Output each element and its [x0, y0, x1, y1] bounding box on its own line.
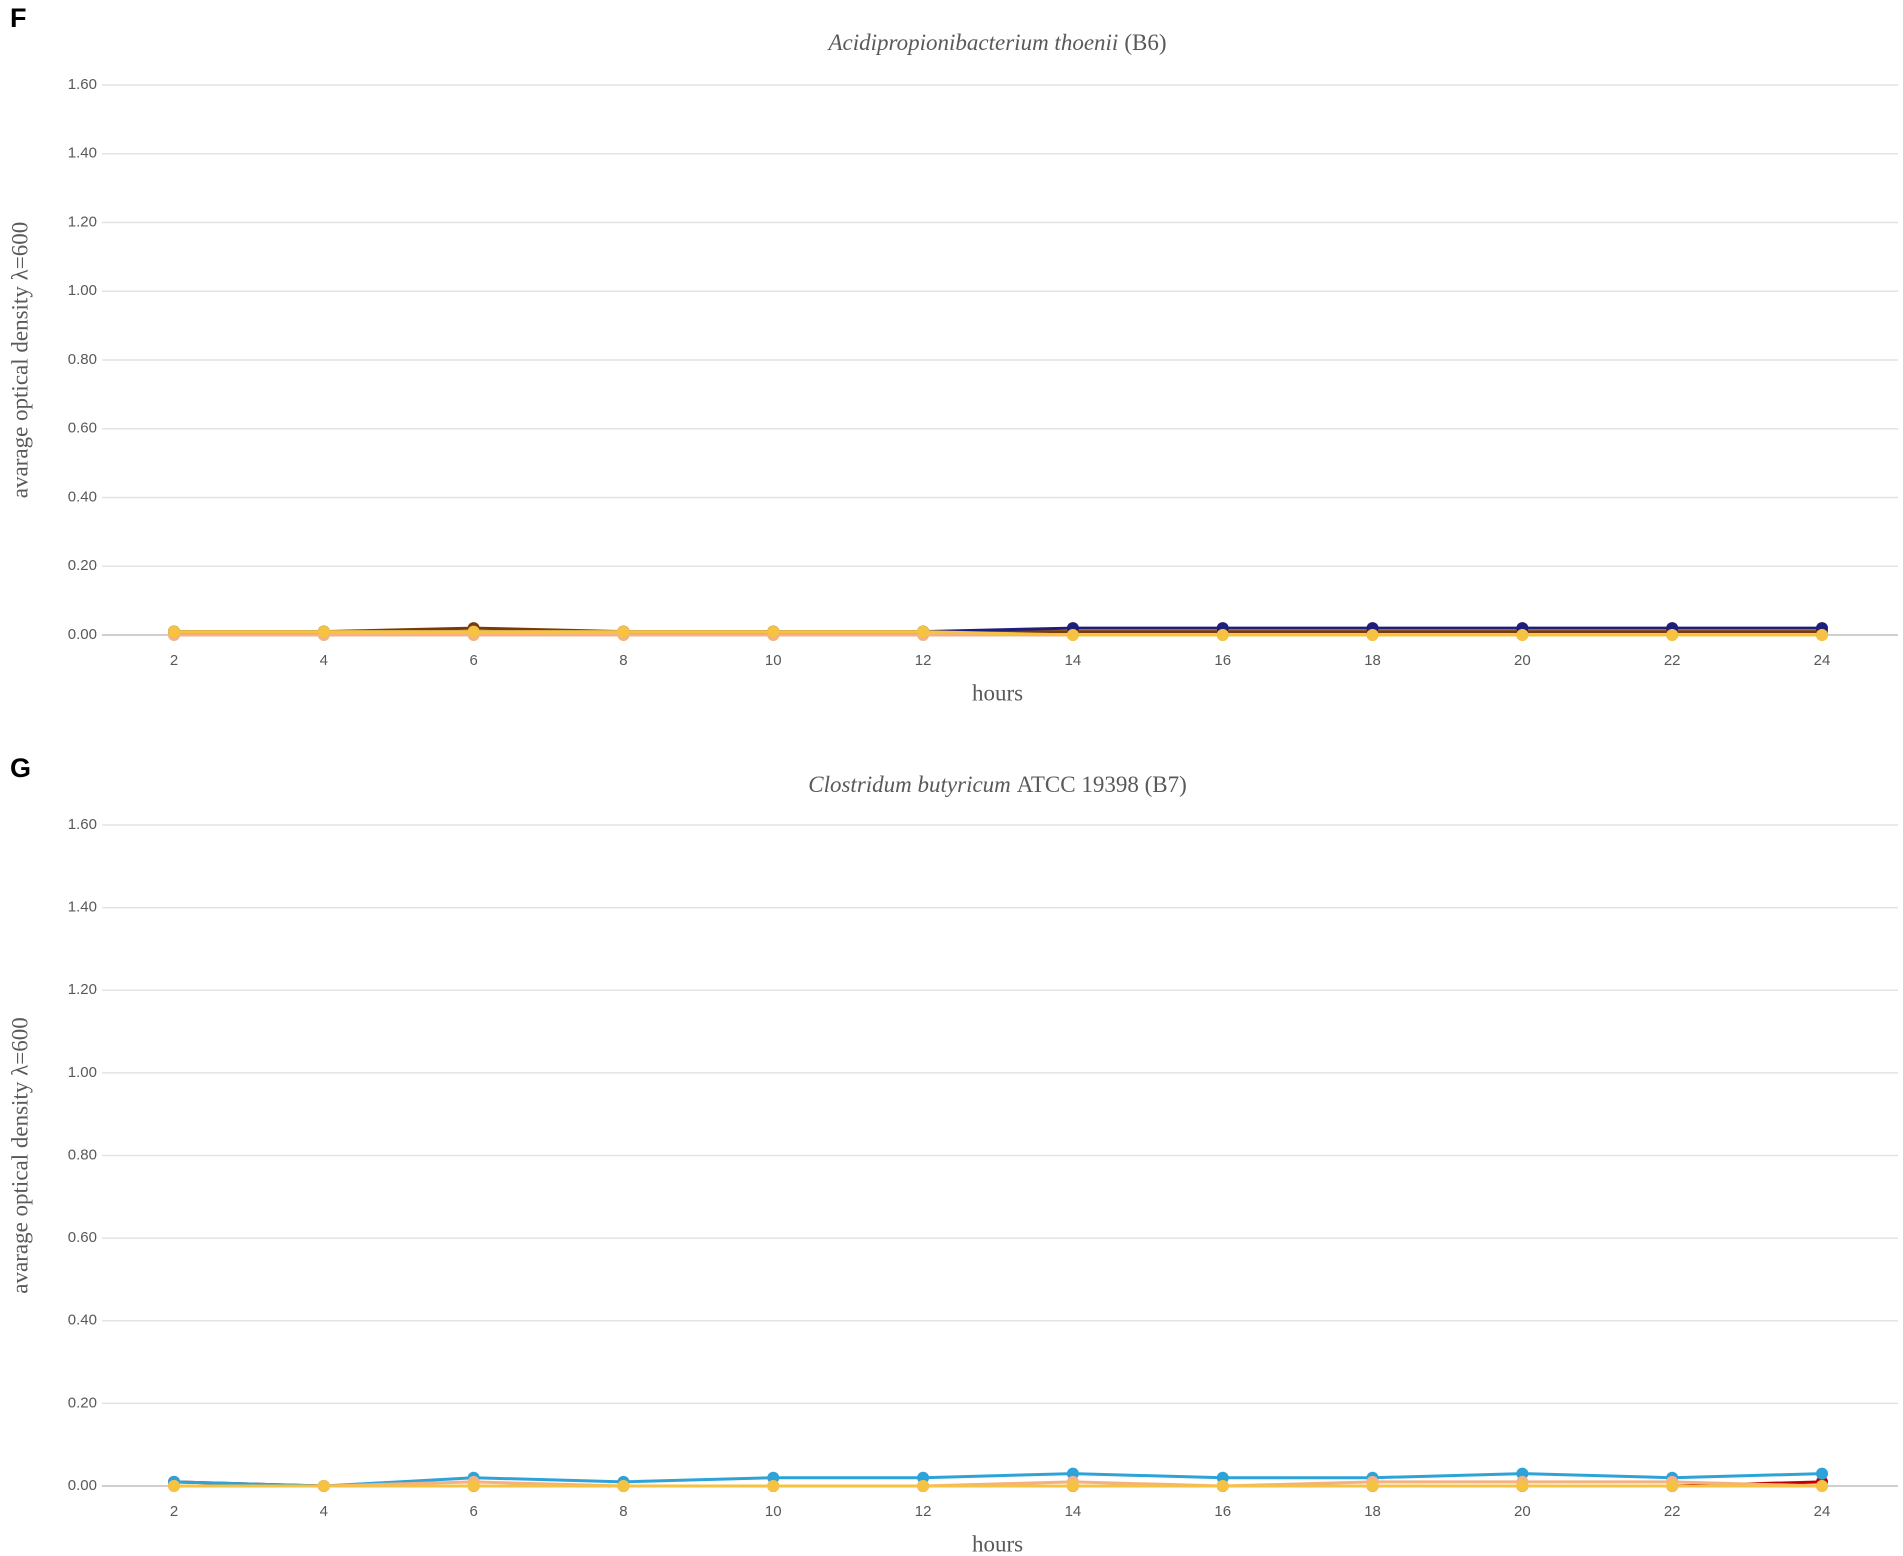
x-tick-label: 16 [1214, 652, 1231, 669]
x-tick-label: 6 [469, 1503, 477, 1520]
x-tick-label: 16 [1214, 1503, 1231, 1520]
x-tick-label: 18 [1364, 1503, 1381, 1520]
y-tick-label: 0.20 [68, 557, 97, 574]
x-tick-label: 4 [320, 1503, 328, 1520]
title-species: Acidipropionibacterium thoenii [827, 30, 1119, 55]
x-tick-label: 14 [1065, 1503, 1082, 1520]
y-tick-label: 1.40 [68, 899, 97, 916]
data-point [917, 1480, 930, 1492]
data-point [617, 625, 630, 638]
y-tick-label: 0.20 [68, 1394, 97, 1411]
y-tick-label: 0.80 [68, 351, 97, 368]
data-point [317, 1480, 330, 1492]
data-point [1516, 1467, 1529, 1480]
data-point [1066, 1467, 1079, 1480]
data-point [767, 625, 780, 638]
data-point [1666, 629, 1679, 641]
data-point [467, 1480, 480, 1492]
data-point [767, 1480, 780, 1492]
data-point [1066, 1480, 1079, 1492]
x-axis-label: hours [972, 680, 1023, 705]
x-tick-label: 6 [469, 652, 477, 669]
chart-title: Clostridum butyricum ATCC 19398 (B7) [808, 772, 1186, 797]
data-point [1516, 629, 1529, 641]
x-tick-label: 4 [320, 652, 328, 669]
y-axis-label: avarage optical density λ=600 [7, 222, 32, 498]
data-point [1216, 629, 1229, 641]
panel-label: G [10, 753, 31, 783]
data-point [1516, 1480, 1529, 1492]
y-tick-label: 0.80 [68, 1146, 97, 1163]
data-point [1216, 1480, 1229, 1492]
chart-title: Acidipropionibacterium thoenii (B6) [827, 30, 1167, 55]
title-strain: ATCC 19398 (B7) [1017, 772, 1187, 797]
y-tick-label: 1.60 [68, 76, 97, 93]
y-tick-label: 0.60 [68, 1229, 97, 1246]
series-line [173, 1472, 1823, 1488]
title-species: Clostridum butyricum [808, 772, 1011, 797]
x-tick-label: 14 [1065, 652, 1082, 669]
data-point [467, 625, 480, 638]
x-tick-label: 22 [1664, 1503, 1681, 1520]
data-point [168, 1480, 180, 1492]
x-tick-label: 8 [619, 1503, 627, 1520]
y-axis-label: avarage optical density λ=600 [7, 1017, 32, 1293]
x-tick-label: 12 [915, 652, 932, 669]
data-point [1666, 1480, 1679, 1492]
y-tick-label: 0.40 [68, 1312, 97, 1329]
data-point [317, 625, 330, 638]
title-strain: (B6) [1124, 30, 1166, 55]
y-tick-label: 1.20 [68, 213, 97, 230]
x-tick-label: 8 [619, 652, 627, 669]
x-tick-label: 12 [915, 1503, 932, 1520]
x-tick-label: 20 [1514, 652, 1531, 669]
y-tick-label: 1.20 [68, 981, 97, 998]
x-axis-label: hours [972, 1531, 1023, 1556]
data-point [1366, 1480, 1379, 1492]
y-tick-label: 1.60 [68, 816, 97, 833]
data-point [917, 625, 930, 638]
x-tick-label: 10 [765, 1503, 782, 1520]
x-tick-label: 24 [1814, 1503, 1831, 1520]
data-point [1216, 1471, 1229, 1484]
x-tick-label: 18 [1364, 652, 1381, 669]
y-tick-label: 1.00 [68, 282, 97, 299]
x-tick-label: 2 [170, 652, 178, 669]
series-line [174, 626, 1822, 634]
data-point [1066, 629, 1079, 641]
data-point [1366, 629, 1379, 641]
y-tick-label: 1.40 [68, 145, 97, 162]
x-tick-label: 22 [1664, 652, 1681, 669]
y-tick-label: 0.00 [68, 626, 97, 643]
x-tick-label: 24 [1814, 652, 1831, 669]
data-point [1816, 629, 1828, 641]
y-tick-label: 0.00 [68, 1477, 97, 1494]
y-tick-label: 1.00 [68, 1064, 97, 1081]
data-point [1816, 1467, 1828, 1480]
x-tick-label: 2 [170, 1503, 178, 1520]
data-point [617, 1480, 630, 1492]
x-tick-label: 10 [765, 652, 782, 669]
data-point [168, 625, 180, 638]
series-line [174, 1480, 1823, 1488]
panel-label: F [10, 3, 27, 33]
y-tick-label: 0.60 [68, 420, 97, 437]
x-tick-label: 20 [1514, 1503, 1531, 1520]
data-point [1816, 1480, 1828, 1492]
data-point [767, 1471, 780, 1484]
series-line [174, 630, 1822, 637]
data-point [917, 1471, 930, 1484]
y-tick-label: 0.40 [68, 488, 97, 505]
